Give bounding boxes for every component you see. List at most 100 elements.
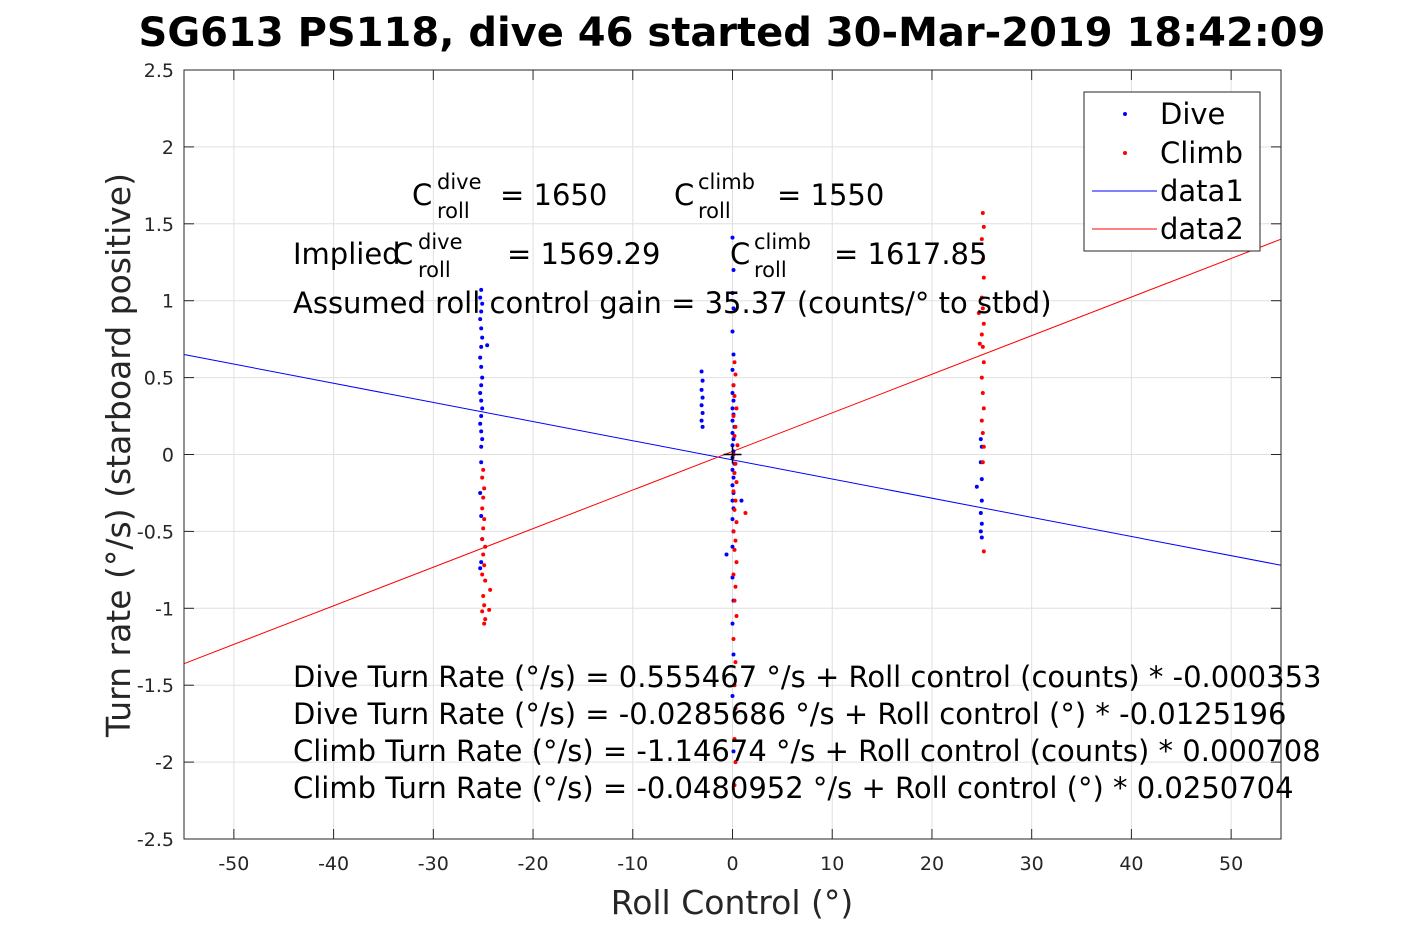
point-dive [479, 344, 484, 349]
c-climb-sub: roll [698, 199, 731, 223]
point-climb [488, 587, 493, 592]
point-climb [979, 332, 984, 337]
implied-climb-value: = 1617.85 [834, 237, 987, 271]
c-climb-base: C [674, 178, 694, 212]
point-climb [731, 383, 736, 388]
point-dive [979, 477, 984, 482]
implied-climb-base: C [730, 237, 750, 271]
c-dive-value: = 1650 [500, 178, 607, 212]
point-dive [731, 652, 736, 657]
point-dive [979, 498, 984, 503]
point-climb [734, 560, 739, 565]
point-dive [731, 267, 736, 272]
point-climb [482, 563, 487, 568]
point-climb [481, 526, 486, 531]
y-tick-label: 2.5 [144, 60, 174, 82]
point-climb [733, 706, 738, 711]
point-climb [980, 390, 985, 395]
point-dive [479, 444, 484, 449]
point-climb [481, 467, 486, 472]
point-dive [730, 406, 735, 411]
point-climb [480, 572, 485, 577]
c-dive-sub: roll [437, 199, 470, 223]
point-dive [730, 544, 735, 549]
point-dive [699, 387, 704, 392]
point-climb [733, 461, 738, 466]
c-dive-base: C [412, 178, 432, 212]
point-climb [732, 598, 737, 603]
point-climb [734, 613, 739, 618]
point-climb [733, 584, 738, 589]
x-tick-label: 20 [920, 853, 944, 875]
x-tick-label: 10 [820, 853, 844, 875]
legend-label-climb: Climb [1160, 136, 1243, 170]
point-dive [700, 410, 705, 415]
point-climb [977, 341, 982, 346]
c-climb-value: = 1550 [777, 178, 884, 212]
point-climb [732, 737, 737, 742]
point-dive [479, 414, 484, 419]
point-climb [981, 444, 986, 449]
point-climb [733, 498, 738, 503]
point-climb [980, 211, 985, 216]
equation-line: Climb Turn Rate (°/s) = -1.14674 °/s + R… [293, 734, 1321, 768]
point-climb [743, 510, 748, 515]
point-climb [733, 538, 738, 543]
x-tick-label: -50 [218, 853, 249, 875]
point-dive [699, 369, 704, 374]
point-climb [480, 537, 485, 542]
y-tick-label: 1.5 [144, 214, 174, 236]
point-climb [981, 549, 986, 554]
x-tick-label: -40 [318, 853, 349, 875]
point-dive [978, 529, 983, 534]
annotation-c-climb: C climb roll = 1550 [674, 170, 884, 223]
point-dive [485, 343, 490, 348]
point-climb [481, 495, 486, 500]
point-climb [731, 529, 736, 534]
point-dive [479, 460, 484, 465]
point-climb [981, 321, 986, 326]
y-tick-label: 2 [162, 137, 174, 159]
point-dive [478, 490, 483, 495]
point-climb [732, 360, 737, 365]
point-climb [979, 237, 984, 242]
y-tick-label: -0.5 [137, 521, 174, 543]
point-dive [479, 383, 484, 388]
point-dive [479, 287, 484, 292]
legend-box [1083, 91, 1261, 252]
point-dive [480, 301, 485, 306]
point-climb [732, 394, 737, 399]
point-dive [730, 418, 735, 423]
point-dive [700, 395, 705, 400]
point-dive [978, 437, 983, 442]
annotation-implied: Implied C dive roll = 1569.29 C climb ro… [293, 230, 987, 282]
point-dive [730, 517, 735, 522]
point-climb [733, 660, 738, 665]
point-dive [700, 424, 705, 429]
legend-label-data1: data1 [1160, 174, 1244, 208]
point-climb [481, 552, 486, 557]
equations: Dive Turn Rate (°/s) = 0.555467 °/s + Ro… [293, 660, 1321, 805]
point-climb [483, 544, 488, 549]
point-dive [739, 498, 744, 503]
point-climb [979, 375, 984, 380]
point-dive [978, 510, 983, 515]
point-dive [479, 429, 484, 434]
point-dive [699, 403, 704, 408]
point-climb [733, 760, 738, 765]
point-dive [478, 295, 483, 300]
point-climb [980, 257, 985, 262]
point-dive [731, 352, 736, 357]
point-dive [730, 467, 735, 472]
point-dive [731, 749, 736, 754]
point-climb [733, 372, 738, 377]
x-tick-label: 30 [1020, 853, 1044, 875]
point-climb [480, 609, 485, 614]
point-dive [478, 566, 483, 571]
point-climb [483, 578, 488, 583]
point-dive [979, 521, 984, 526]
legend-label-data2: data2 [1160, 212, 1244, 246]
point-climb [976, 311, 981, 316]
point-dive [479, 364, 484, 369]
point-dive [730, 443, 735, 448]
